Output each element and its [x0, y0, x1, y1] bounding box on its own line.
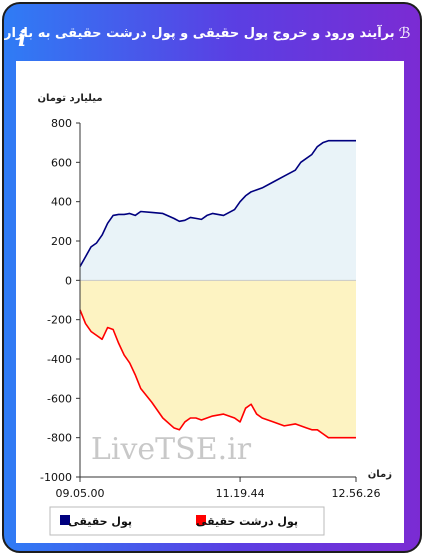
x-tick-label: 09.05.00: [56, 487, 105, 500]
chart-svg: میلیارد تومان زمان LiveTSE.ir 800 600 400 2…: [37, 93, 392, 536]
legend-box: [49, 506, 325, 536]
legend-swatch-1: [196, 515, 206, 525]
y-tick-label: -800: [47, 432, 72, 445]
info-icon[interactable]: i: [18, 26, 27, 52]
y-tick-label: 600: [51, 156, 72, 169]
y-tick-label: 800: [51, 117, 72, 130]
legend-label-0: پول حقیقی: [68, 515, 132, 528]
legend-label-1: پول درشت حقیقی: [196, 515, 298, 528]
y-axis-label: میلیارد تومان: [37, 93, 102, 104]
chart-panel: میلیارد تومان زمان LiveTSE.ir 800 600 400 2…: [16, 61, 404, 543]
y-tick-label: -400: [47, 353, 72, 366]
chart-header: ℬ برآیند ورود و خروج پول حقیقی و پول درش…: [4, 4, 420, 62]
chart-card: ℬ برآیند ورود و خروج پول حقیقی و پول درش…: [2, 2, 422, 553]
watermark: LiveTSE.ir: [91, 432, 252, 467]
x-tick-label: 11.19.44: [216, 487, 265, 500]
x-axis-label: زمان: [368, 469, 392, 480]
y-tick-label: 400: [51, 196, 72, 209]
y-tick-label: 0: [65, 274, 72, 287]
real-line: [79, 139, 356, 267]
big-line: [79, 309, 356, 439]
y-tick-label: -200: [47, 314, 72, 327]
legend-swatch-0: [60, 515, 70, 525]
x-tick-label: 12.56.26: [332, 487, 381, 500]
big-area: [80, 280, 356, 438]
chart-icon: ℬ: [398, 24, 411, 42]
real-area: [80, 140, 356, 281]
chart-title: برآیند ورود و خروج پول حقیقی و پول درشت …: [4, 25, 395, 41]
y-tick-label: 200: [51, 235, 72, 248]
y-tick-label: -600: [47, 392, 72, 405]
y-tick-label: -1000: [40, 471, 72, 484]
